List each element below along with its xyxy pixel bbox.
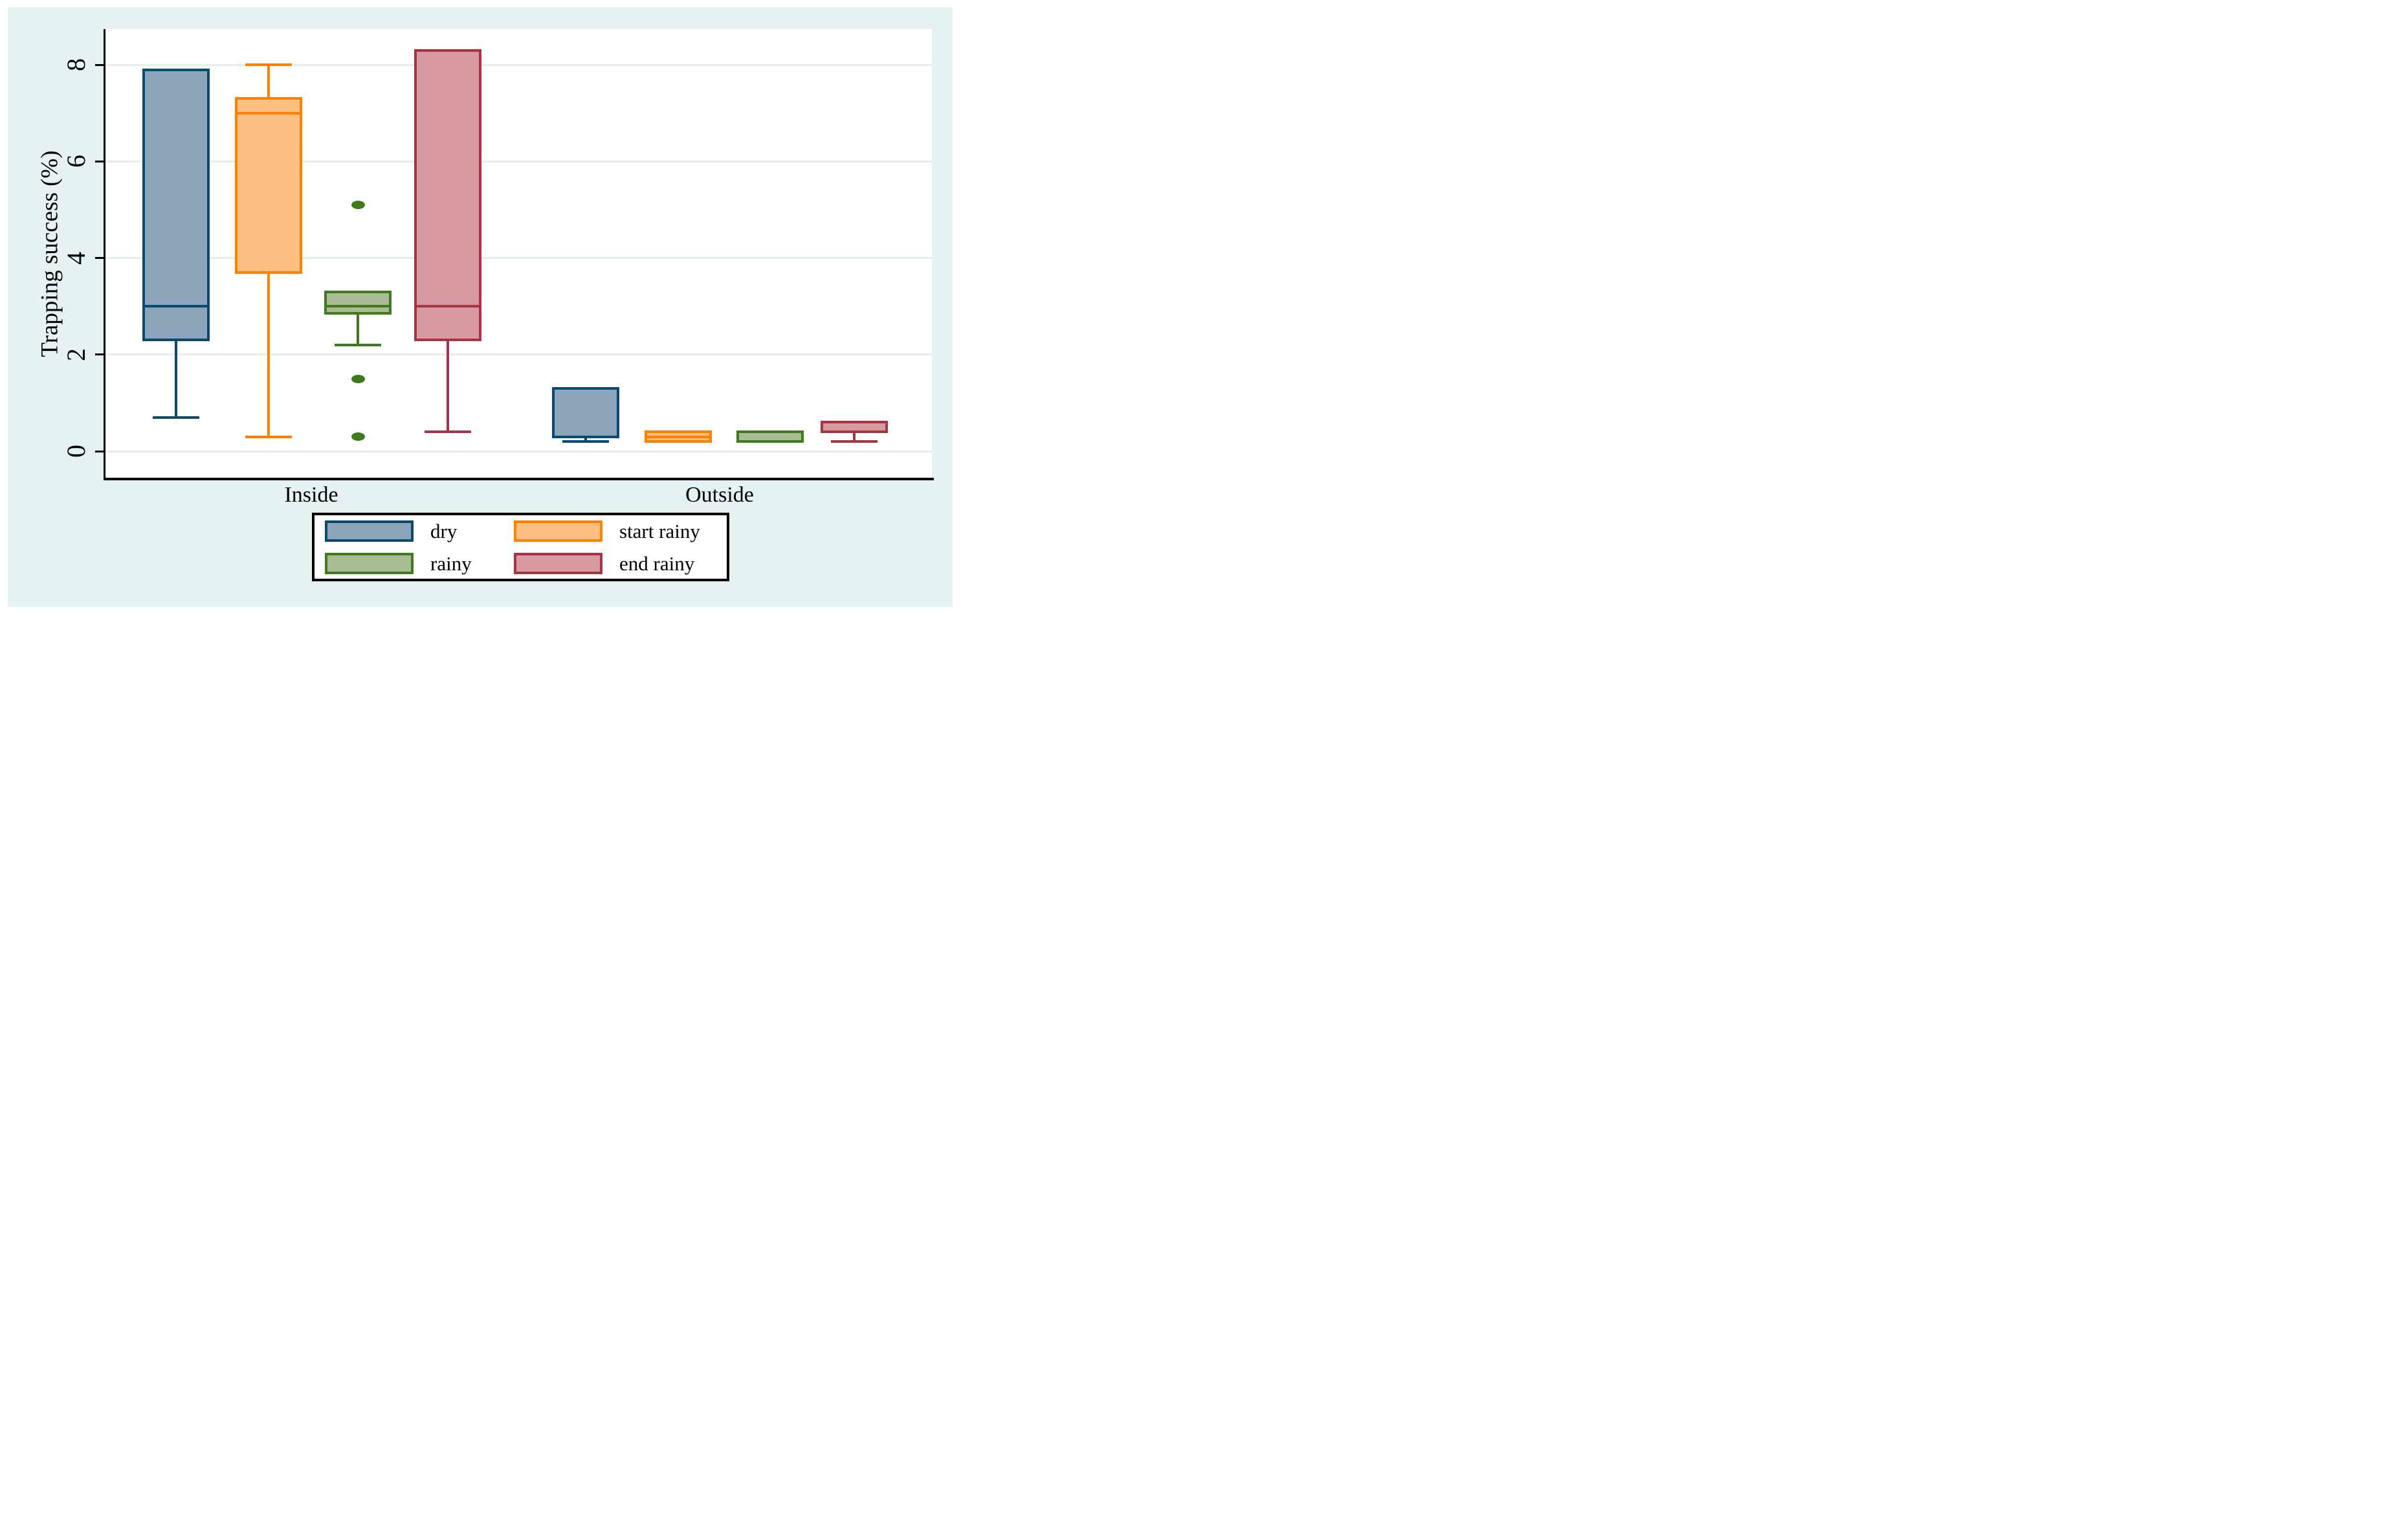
median-dry-Outside [552, 435, 619, 438]
x-category-label-inside: Inside [284, 483, 338, 507]
median-end rainy-Inside [414, 305, 481, 308]
gridline-y6 [105, 160, 932, 162]
box-dry-Outside [552, 387, 619, 438]
outlier-dot-rainy-Inside-5.1 [351, 201, 365, 210]
legend-swatch-dry [325, 520, 414, 542]
lower-whisker-dry-Inside [175, 340, 177, 418]
gridline-y2 [105, 353, 932, 356]
upper-whisker-start rainy-Inside [267, 65, 270, 99]
lower-whisker-start rainy-Inside [267, 272, 270, 437]
box-rainy-Inside [324, 290, 392, 315]
lower-whisker-cap-end rainy-Inside [425, 430, 471, 434]
lower-whisker-cap-rainy-Inside [335, 343, 381, 346]
x-axis-line [104, 478, 934, 480]
y-axis-title: Trapping success (%) [36, 150, 63, 357]
lower-whisker-cap-dry-Inside [153, 416, 199, 419]
y-tick-label-6: 6 [61, 155, 91, 168]
gridline-y0 [105, 450, 932, 452]
legend-swatch-start rainy [514, 520, 602, 542]
legend-item-dry: dry [325, 518, 514, 544]
legend: dry start rainy rainy end rainy [312, 513, 729, 581]
median-dry-Inside [142, 305, 210, 308]
y-tick-0 [95, 450, 105, 452]
legend-item-start rainy: start rainy [514, 518, 720, 544]
outlier-dot-rainy-Inside-0.3 [351, 432, 365, 441]
y-tick-2 [95, 353, 105, 356]
lower-whisker-end rainy-Inside [447, 340, 449, 432]
median-start rainy-Outside [645, 435, 712, 438]
legend-swatch-end rainy [514, 552, 602, 574]
y-tick-label-8: 8 [61, 58, 91, 72]
gridline-y8 [105, 63, 932, 66]
box-end rainy-Inside [414, 49, 481, 342]
box-start rainy-Inside [235, 97, 302, 274]
y-tick-label-2: 2 [61, 348, 91, 361]
median-start rainy-Inside [235, 111, 302, 115]
upper-whisker-cap-start rainy-Inside [245, 63, 292, 67]
legend-label-rainy: rainy [430, 552, 472, 575]
lower-whisker-cap-dry-Outside [562, 440, 609, 443]
lower-whisker-cap-end rainy-Outside [831, 440, 878, 443]
legend-label-end rainy: end rainy [619, 552, 695, 575]
median-end rainy-Outside [821, 430, 888, 434]
box-dry-Inside [142, 68, 210, 342]
legend-label-dry: dry [430, 519, 458, 542]
legend-swatch-rainy [325, 552, 414, 574]
y-tick-label-0: 0 [61, 445, 91, 458]
boxplot-figure: Trapping success (%) Inside Outside dry s… [0, 0, 963, 616]
y-axis-line [104, 29, 105, 480]
median-rainy-Outside [736, 430, 804, 434]
outlier-dot-rainy-Inside-1.5 [351, 374, 365, 383]
y-tick-8 [95, 63, 105, 66]
y-tick-label-4: 4 [61, 251, 91, 265]
x-category-label-outside: Outside [685, 483, 754, 507]
plot-area [105, 29, 932, 478]
lower-whisker-dry-Outside [584, 436, 587, 442]
median-rainy-Inside [324, 305, 392, 308]
gridline-y4 [105, 257, 932, 260]
lower-whisker-rainy-Inside [357, 313, 359, 345]
y-tick-4 [95, 257, 105, 260]
lower-whisker-cap-start rainy-Inside [245, 435, 292, 438]
legend-item-rainy: rainy [325, 550, 514, 576]
lower-whisker-end rainy-Outside [853, 432, 856, 442]
legend-item-end rainy: end rainy [514, 550, 720, 576]
legend-label-start rainy: start rainy [619, 519, 700, 542]
y-tick-6 [95, 160, 105, 162]
